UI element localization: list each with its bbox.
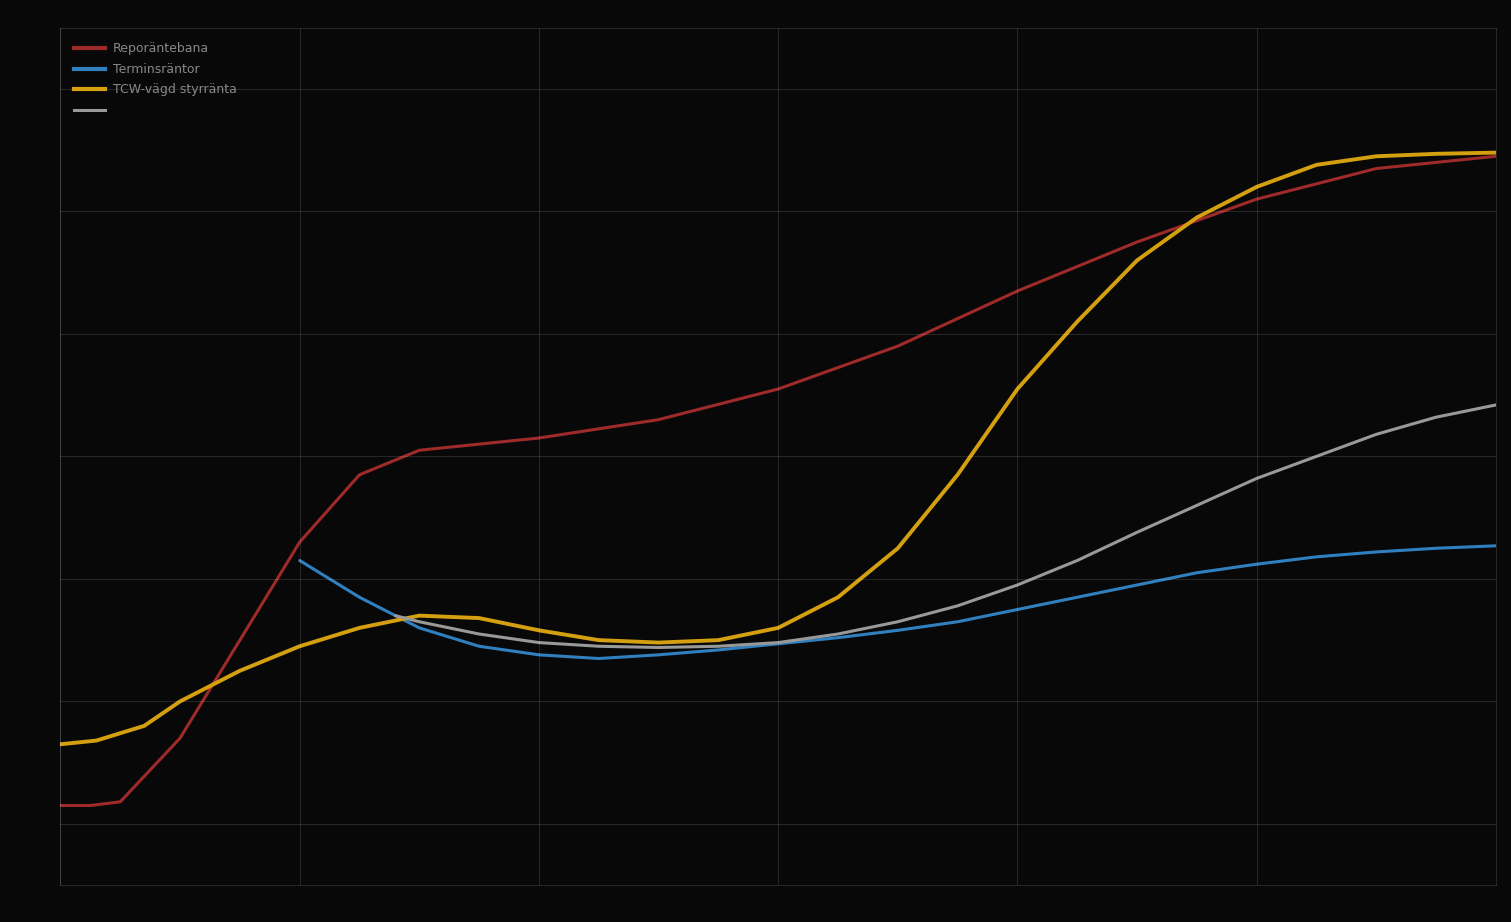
Legend: Reporäntebana, Terminsräntor, TCW-vägd styrränta, : Reporäntebana, Terminsräntor, TCW-vägd s… xyxy=(74,42,237,117)
